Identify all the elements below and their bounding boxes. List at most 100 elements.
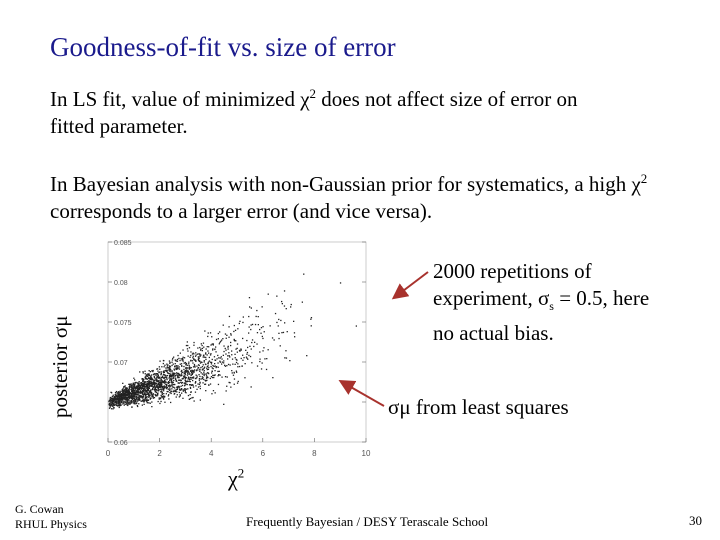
- scatter-point: [130, 387, 133, 389]
- scatter-point: [178, 382, 180, 384]
- scatter-point: [141, 391, 143, 393]
- scatter-point: [156, 385, 158, 387]
- scatter-point: [156, 381, 158, 383]
- scatter-point: [149, 382, 151, 384]
- scatter-point: [262, 337, 264, 340]
- scatter-point: [151, 388, 153, 391]
- scatter-point: [197, 359, 199, 361]
- scatter-point: [221, 361, 223, 363]
- scatter-point: [112, 408, 114, 410]
- scatter-point: [214, 363, 216, 365]
- scatter-point: [156, 373, 159, 375]
- scatter-point: [131, 402, 133, 404]
- scatter-point: [226, 376, 228, 378]
- scatter-point: [205, 353, 207, 355]
- scatter-point: [189, 387, 192, 389]
- scatter-point: [111, 404, 113, 406]
- scatter-point: [191, 373, 193, 376]
- scatter-point: [203, 369, 205, 372]
- scatter-point: [139, 399, 141, 401]
- annotation1-subscript: s: [549, 299, 554, 314]
- scatter-point: [212, 348, 214, 350]
- scatter-point: [190, 351, 192, 353]
- scatter-point: [193, 370, 195, 372]
- scatter-point: [149, 371, 151, 373]
- scatter-point: [145, 374, 148, 376]
- scatter-point: [132, 400, 134, 402]
- scatter-point: [211, 372, 213, 374]
- scatter-point: [152, 383, 154, 385]
- scatter-point: [173, 393, 175, 395]
- scatter-point: [181, 365, 183, 367]
- scatter-point: [180, 363, 183, 365]
- scatter-point: [181, 359, 183, 361]
- scatter-point: [112, 398, 114, 400]
- scatter-point: [133, 402, 135, 404]
- scatter-point: [170, 376, 172, 378]
- scatter-point: [162, 381, 164, 383]
- scatter-point: [178, 382, 180, 384]
- scatter-point: [200, 361, 202, 363]
- scatter-point: [161, 383, 163, 385]
- scatter-point: [173, 390, 175, 392]
- scatter-point: [191, 353, 194, 355]
- scatter-point: [166, 365, 168, 367]
- scatter-point: [113, 404, 115, 406]
- scatter-point: [199, 387, 201, 390]
- scatter-point: [132, 386, 135, 388]
- scatter-point: [192, 357, 194, 359]
- scatter-point: [170, 401, 172, 404]
- scatter-point: [265, 368, 268, 371]
- scatter-point: [185, 364, 187, 366]
- scatter-point: [186, 369, 188, 371]
- scatter-point: [196, 365, 198, 367]
- scatter-point: [171, 382, 173, 384]
- scatter-point: [221, 363, 223, 365]
- scatter-point: [206, 366, 208, 368]
- scatter-point: [126, 401, 128, 403]
- scatter-point: [117, 403, 119, 405]
- scatter-point: [160, 388, 162, 390]
- x-tick-label: 2: [157, 449, 162, 458]
- scatter-point: [223, 345, 225, 347]
- scatter-point: [132, 390, 134, 392]
- scatter-point: [187, 378, 189, 380]
- scatter-point: [176, 372, 178, 374]
- scatter-point: [236, 347, 238, 349]
- scatter-point: [189, 397, 191, 400]
- scatter-point: [150, 374, 153, 376]
- scatter-point: [205, 379, 207, 382]
- scatter-point: [146, 401, 148, 403]
- scatter-point: [259, 351, 261, 353]
- scatter-point: [208, 352, 210, 354]
- scatter-point: [170, 379, 173, 381]
- scatter-point: [193, 371, 195, 373]
- y-tick-label: 0.08: [114, 280, 128, 287]
- scatter-point: [181, 378, 183, 380]
- scatter-point: [225, 353, 227, 355]
- scatter-point: [172, 383, 175, 386]
- scatter-point: [285, 350, 287, 352]
- scatter-point: [148, 373, 150, 375]
- scatter-point: [176, 358, 179, 361]
- scatter-point: [137, 391, 139, 393]
- scatter-point: [163, 360, 165, 362]
- scatter-point: [157, 376, 160, 378]
- scatter-point: [141, 384, 143, 387]
- scatter-point: [198, 383, 201, 385]
- scatter-point: [210, 361, 212, 363]
- scatter-point: [148, 377, 150, 380]
- scatter-point: [159, 376, 161, 378]
- scatter-point: [190, 370, 192, 372]
- scatter-point: [141, 397, 143, 399]
- scatter-point: [149, 381, 151, 383]
- scatter-point: [157, 389, 160, 391]
- scatter-point: [152, 379, 154, 381]
- scatter-point: [238, 349, 241, 352]
- scatter-point: [248, 332, 250, 334]
- scatter-point: [131, 388, 133, 390]
- scatter-point: [117, 393, 119, 395]
- scatter-point: [152, 386, 154, 389]
- scatter-point: [189, 384, 191, 386]
- scatter-point: [176, 367, 178, 369]
